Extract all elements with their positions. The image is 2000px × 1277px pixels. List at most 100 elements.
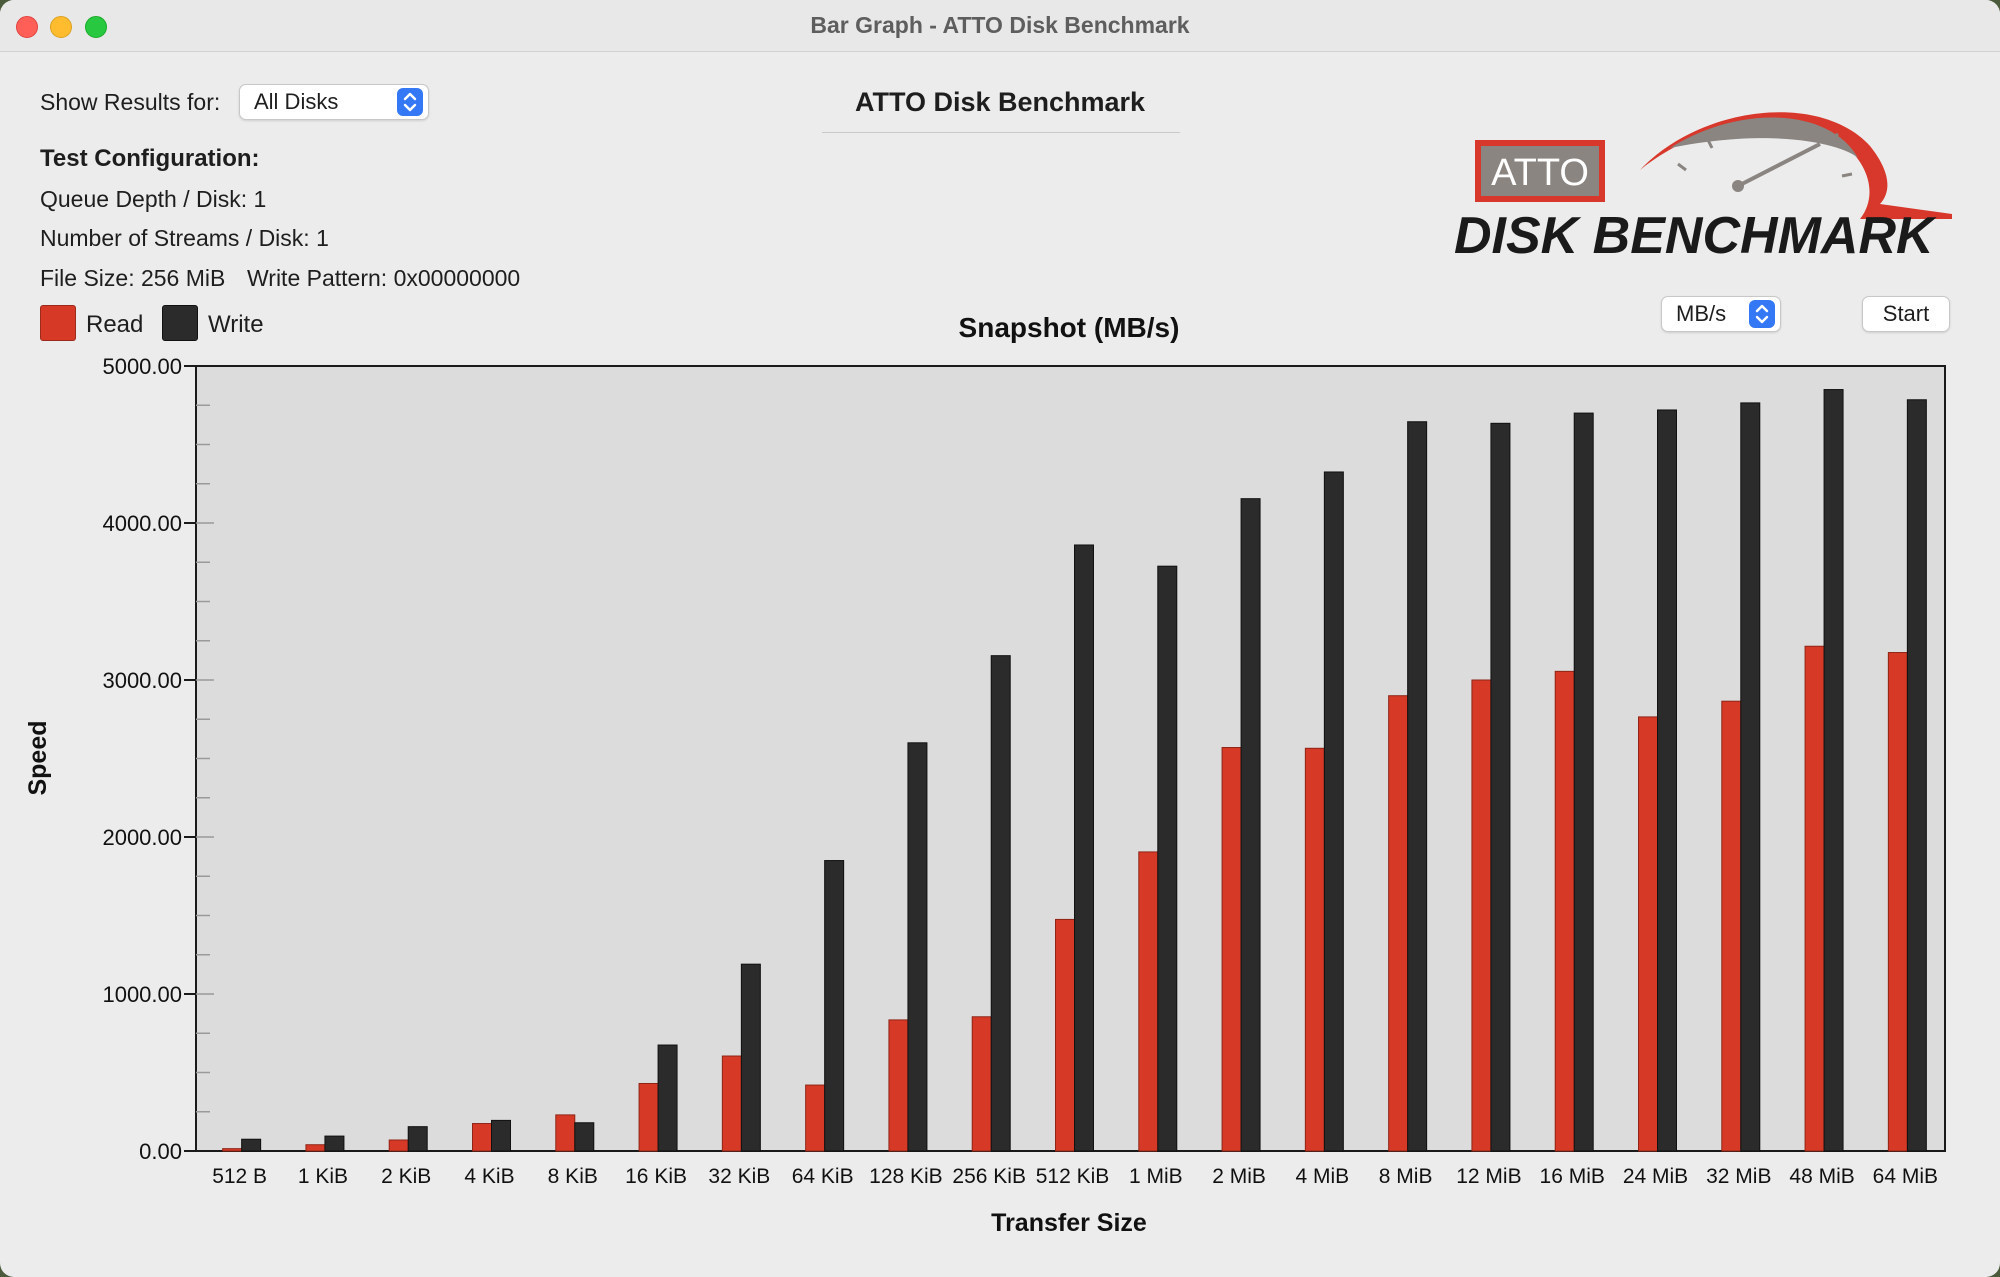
write-bar: [324, 1135, 345, 1152]
write-pattern-text: Write Pattern: 0x00000000: [247, 265, 521, 291]
write-bar: [740, 963, 761, 1152]
x-tick-label: 4 MiB: [1296, 1165, 1350, 1188]
header-divider: [822, 132, 1180, 133]
x-tick-label: 48 MiB: [1789, 1165, 1854, 1188]
y-tick-label: 0.00: [139, 1139, 182, 1164]
read-bar: [1554, 670, 1575, 1152]
y-axis-title: Speed: [24, 720, 52, 795]
x-tick-label: 32 MiB: [1706, 1165, 1771, 1188]
read-bar: [1638, 716, 1658, 1152]
x-tick-label: 1 MiB: [1129, 1165, 1183, 1188]
x-tick-label: 4 KiB: [464, 1165, 514, 1188]
write-bar: [491, 1119, 511, 1152]
minimize-window-button[interactable]: [50, 16, 72, 38]
y-tick-label: 1000.00: [102, 982, 182, 1007]
write-bar: [1074, 544, 1094, 1152]
logo-badge-text: ATTO: [1491, 152, 1589, 194]
write-bar: [1573, 412, 1594, 1152]
write-bar: [1490, 422, 1511, 1152]
x-tick-label: 12 MiB: [1456, 1165, 1521, 1188]
write-bar: [1740, 402, 1761, 1152]
zoom-window-button[interactable]: [85, 16, 107, 38]
write-legend-swatch: [162, 305, 198, 341]
x-tick-label: 64 KiB: [792, 1165, 854, 1188]
close-window-button[interactable]: [16, 16, 38, 38]
read-legend-swatch: [40, 305, 76, 341]
app-title: ATTO Disk Benchmark: [854, 87, 1146, 117]
x-axis-labels: 512 B 1 KiB 2 KiB 4 KiB 8 KiB 16 KiB 32 KiB 64 …: [212, 1165, 1938, 1188]
chevron-up-down-icon: [397, 88, 423, 116]
y-tick-label: 3000.00: [102, 668, 182, 693]
read-bar: [1221, 747, 1242, 1152]
read-bar: [971, 1016, 992, 1152]
read-bar: [805, 1084, 826, 1152]
write-bar: [241, 1138, 262, 1152]
chart-title: Snapshot (MB/s): [959, 312, 1180, 343]
read-bar: [1388, 695, 1409, 1152]
read-bar: [388, 1139, 409, 1152]
write-bar: [990, 655, 1011, 1152]
plot-area: [195, 365, 1946, 1152]
title-bar: Bar Graph - ATTO Disk Benchmark: [0, 0, 2000, 52]
write-bar: [657, 1044, 678, 1152]
read-bar: [1055, 918, 1075, 1152]
streams-text: Number of Streams / Disk: 1: [40, 225, 329, 251]
x-tick-label: 64 MiB: [1873, 1165, 1938, 1188]
test-config-heading: Test Configuration:: [40, 145, 260, 172]
y-tick-label: 5000.00: [102, 354, 182, 379]
x-tick-label: 32 KiB: [708, 1165, 770, 1188]
x-tick-label: 256 KiB: [952, 1165, 1026, 1188]
read-legend-label: Read: [86, 311, 144, 338]
x-tick-label: 24 MiB: [1623, 1165, 1688, 1188]
disk-select[interactable]: All Disks: [239, 84, 429, 120]
x-tick-label: 512 KiB: [1036, 1165, 1110, 1188]
write-bar: [824, 860, 845, 1152]
bars: [222, 389, 1927, 1152]
read-bar: [472, 1123, 492, 1152]
x-tick-label: 8 KiB: [548, 1165, 598, 1188]
read-bar: [638, 1082, 659, 1152]
units-select-value: MB/s: [1676, 301, 1727, 326]
write-bar: [907, 742, 928, 1152]
read-bar: [721, 1055, 742, 1152]
x-tick-label: 16 MiB: [1540, 1165, 1605, 1188]
x-tick-label: 16 KiB: [625, 1165, 687, 1188]
y-tick-label: 2000.00: [102, 825, 182, 850]
x-tick-label: 8 MiB: [1379, 1165, 1433, 1188]
read-bar: [222, 1148, 243, 1152]
y-axis-labels: 0.00 1000.00 2000.00 3000.00 4000.00 5000.00: [102, 354, 196, 1164]
window-title: Bar Graph - ATTO Disk Benchmark: [810, 12, 1190, 38]
x-tick-label: 128 KiB: [869, 1165, 943, 1188]
atto-disk-benchmark-logo: ATTO DISK BENCHMARK: [1454, 112, 1952, 265]
start-button[interactable]: Start: [1862, 296, 1950, 332]
disk-select-value: All Disks: [254, 89, 339, 114]
read-bar: [888, 1019, 909, 1152]
write-bar: [1157, 565, 1178, 1152]
queue-depth-text: Queue Depth / Disk: 1: [40, 186, 267, 212]
x-tick-label: 2 MiB: [1212, 1165, 1266, 1188]
show-results-label: Show Results for:: [40, 89, 221, 115]
y-tick-label: 4000.00: [102, 511, 182, 536]
write-bar: [1906, 399, 1927, 1152]
read-bar: [1138, 851, 1159, 1152]
units-select[interactable]: MB/s: [1661, 296, 1781, 332]
write-bar: [1823, 389, 1844, 1152]
write-bar: [1407, 421, 1428, 1152]
read-bar: [305, 1144, 326, 1152]
write-bar: [1240, 498, 1261, 1152]
read-bar: [1887, 652, 1908, 1152]
write-bar: [407, 1126, 428, 1152]
write-bar: [1657, 409, 1677, 1152]
x-axis-title: Transfer Size: [991, 1209, 1147, 1237]
chevron-up-down-icon: [1749, 300, 1775, 328]
read-bar: [1304, 747, 1325, 1152]
minor-ticks: [196, 404, 214, 1113]
write-bar: [574, 1122, 595, 1152]
read-bar: [1471, 679, 1492, 1152]
write-bar: [1323, 471, 1344, 1152]
logo-wordmark: DISK BENCHMARK: [1454, 207, 1937, 265]
file-size-text: File Size: 256 MiB: [40, 265, 226, 291]
write-legend-label: Write: [208, 311, 264, 338]
read-bar: [1721, 700, 1742, 1152]
